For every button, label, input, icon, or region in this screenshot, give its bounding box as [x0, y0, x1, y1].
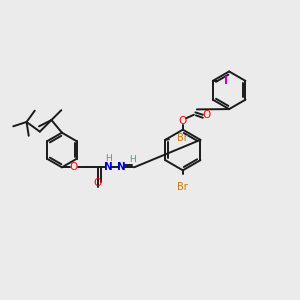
Text: O: O: [202, 110, 211, 120]
Text: N: N: [104, 162, 112, 172]
Text: Br: Br: [177, 134, 188, 143]
Text: O: O: [179, 116, 187, 126]
Text: H: H: [129, 155, 136, 164]
Text: O: O: [70, 162, 78, 172]
Text: O: O: [94, 178, 102, 188]
Text: H: H: [105, 154, 112, 164]
Text: I: I: [224, 76, 228, 86]
Text: N: N: [117, 162, 126, 172]
Text: Br: Br: [178, 182, 188, 192]
